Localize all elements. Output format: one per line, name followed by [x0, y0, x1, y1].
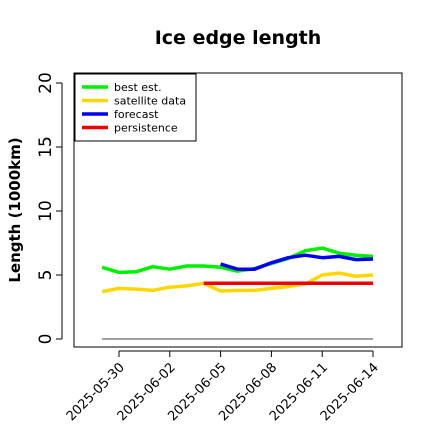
series-line-1: [101, 271, 374, 294]
series-line-0: [101, 246, 374, 275]
legend-label-1: satellite data: [114, 95, 186, 108]
plot-area-frame: [73, 72, 403, 348]
legend-label-3: persistence: [114, 122, 178, 135]
x-axis: 2025-05-302025-06-022025-06-052025-06-08…: [64, 350, 382, 424]
y-tick-label: 10: [36, 200, 56, 222]
legend: best est.satellite dataforecastpersisten…: [74, 73, 197, 142]
legend-label-2: forecast: [114, 108, 159, 121]
y-axis: 0 5 10 15 20: [36, 72, 63, 345]
series-layer: [101, 246, 374, 294]
legend-box: [74, 73, 197, 142]
y-axis-label: Length (1000km): [6, 137, 24, 282]
y-tick-label: 15: [36, 136, 56, 158]
series-line-2: [220, 253, 374, 271]
y-tick-label: 5: [36, 270, 56, 281]
legend-label-0: best est.: [114, 81, 162, 94]
y-tick-label: 0: [36, 334, 56, 345]
y-tick-label: 20: [36, 72, 56, 94]
chart-title: Ice edge length: [155, 27, 322, 49]
